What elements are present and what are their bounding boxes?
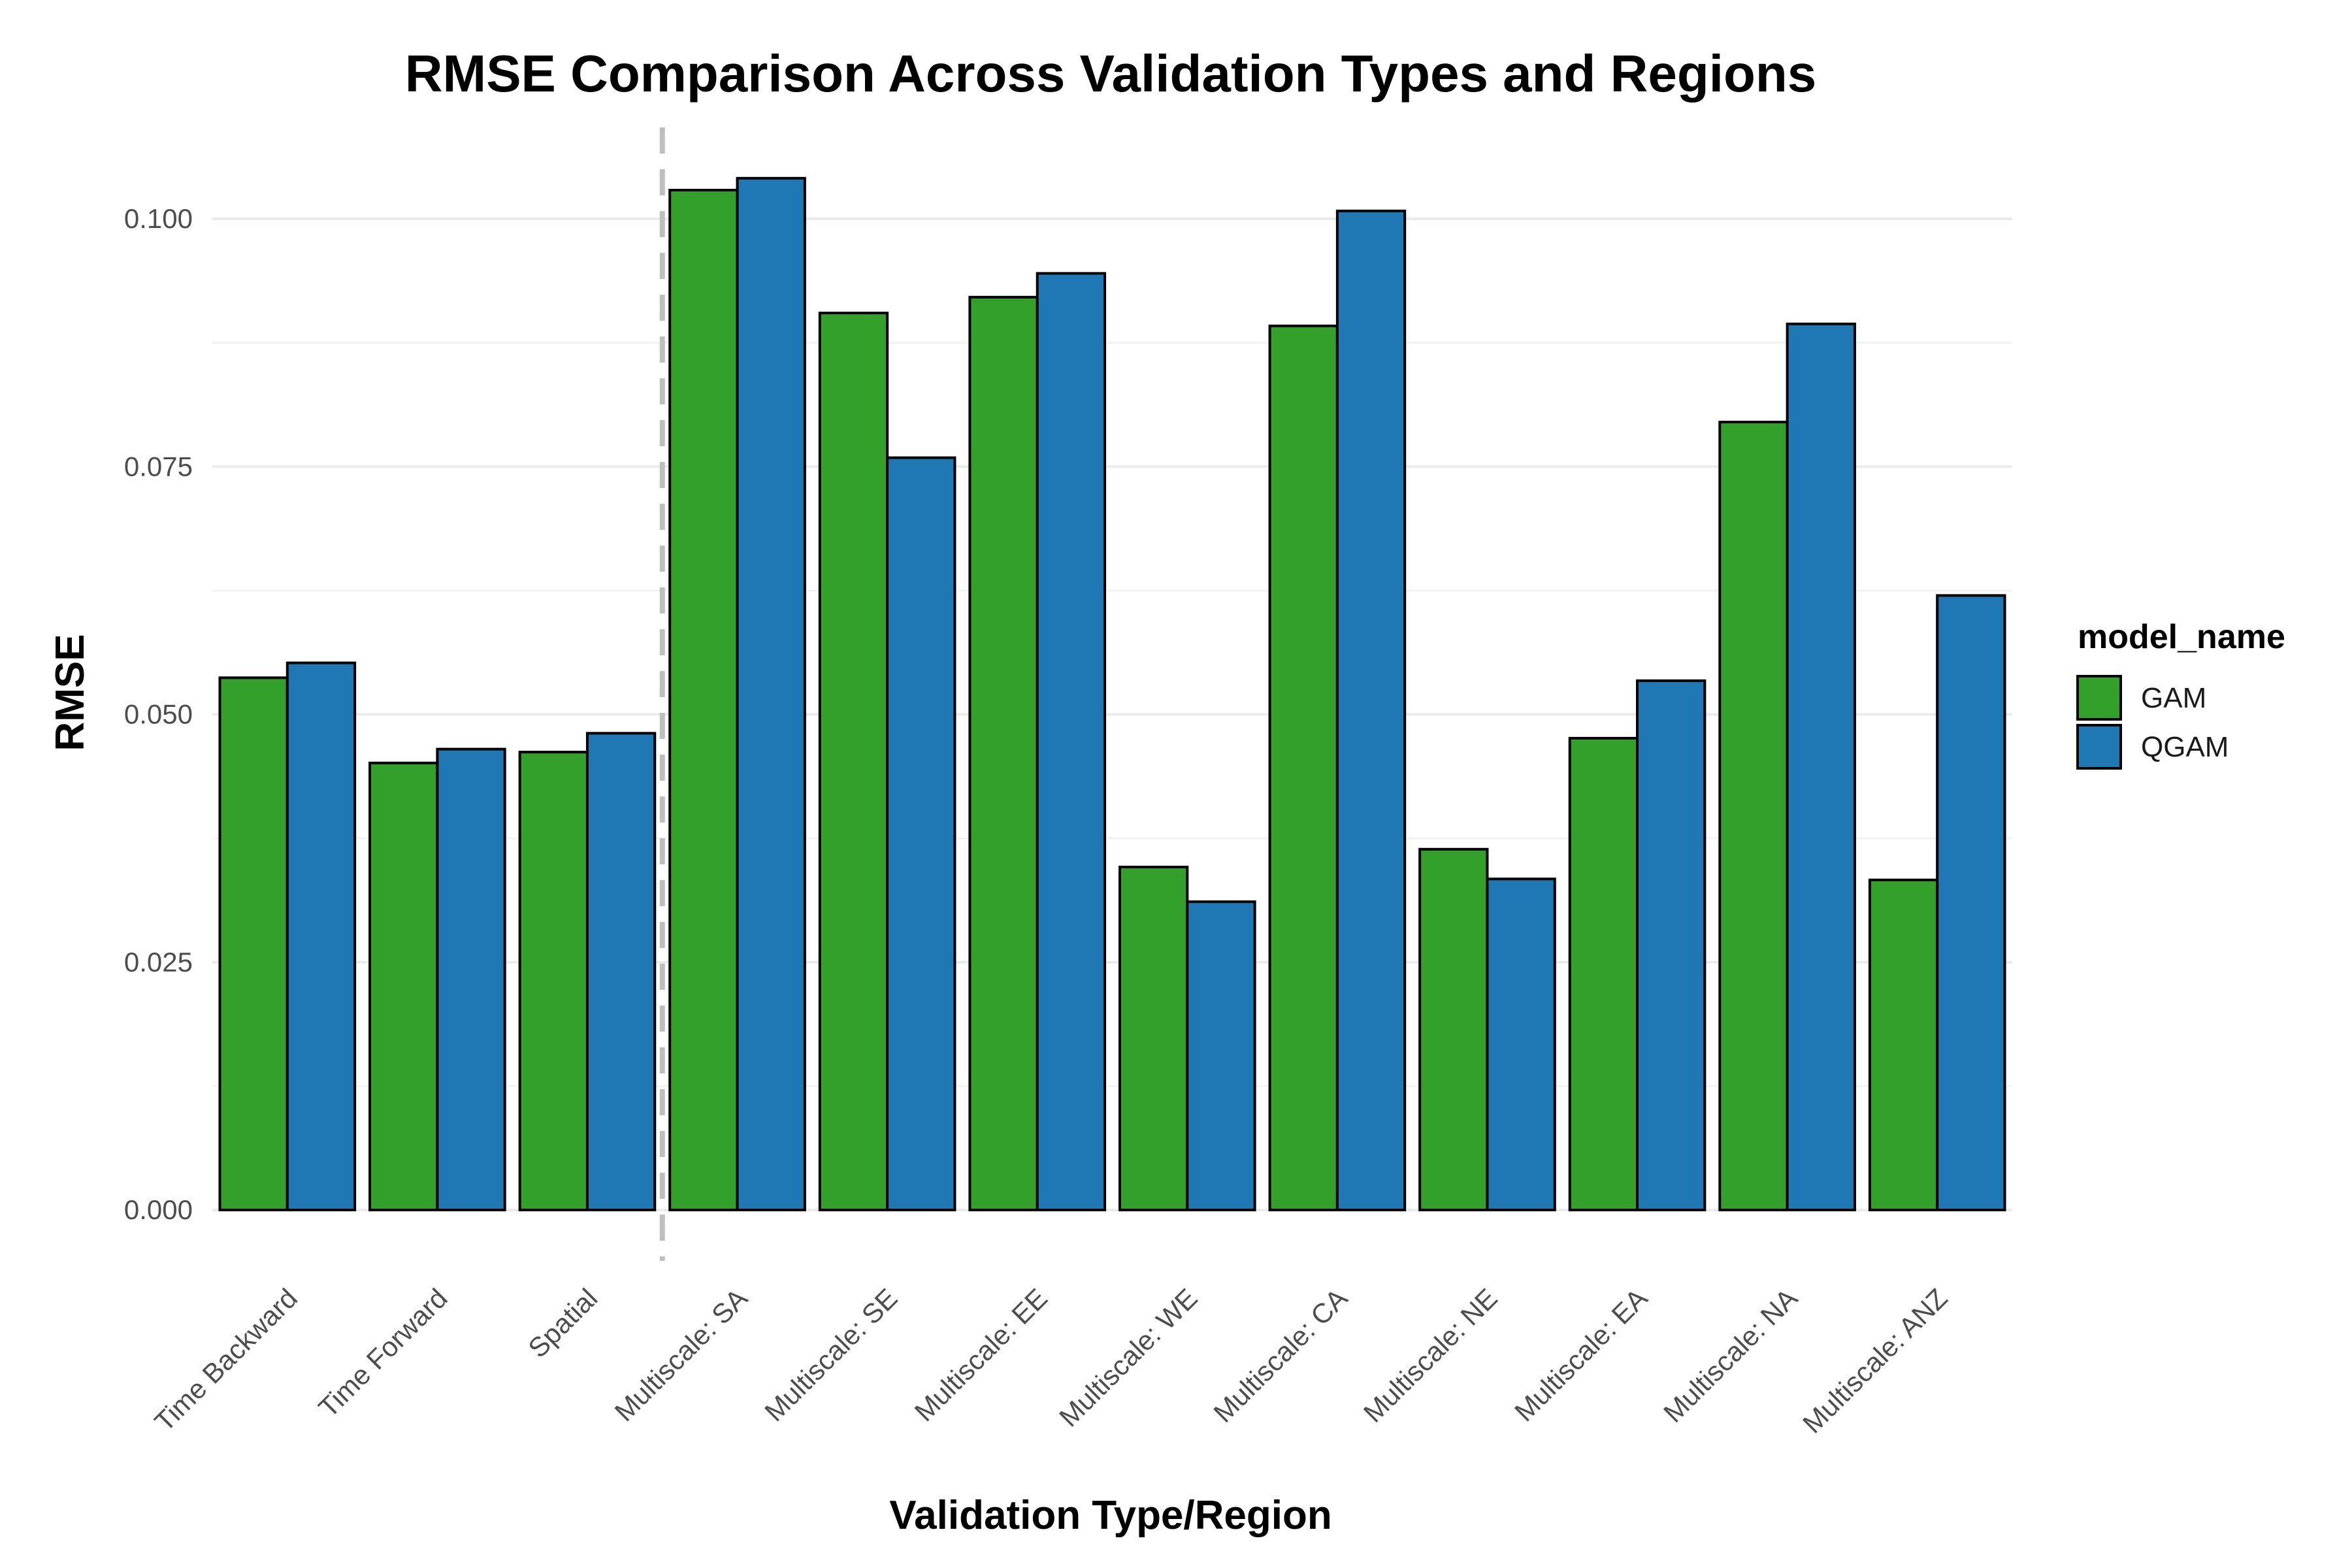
bar-gam [1718,420,1789,1211]
bar-gam [218,676,289,1211]
legend-label: GAM [2141,682,2206,714]
legend-items: GAM QGAM [2076,675,2229,770]
bar-qgam [1636,679,1707,1211]
bar-gam [518,751,589,1211]
bar-qgam [736,176,806,1212]
chart-title: RMSE Comparison Across Validation Types … [405,44,1816,103]
x-tick-label: Multiscale: WE [1053,1282,1203,1433]
bar-gam [1118,866,1189,1212]
bar-qgam [1786,322,1856,1211]
bar-gam [668,189,739,1212]
y-tick-label: 0.025 [124,947,193,977]
x-tick-labels: Time Backward Time Forward Spatial Multisca… [148,1282,1953,1439]
x-tick-label: Multiscale: CA [1207,1282,1353,1428]
legend-key-qgam [2076,724,2122,770]
bar-gam [1268,324,1339,1211]
bar-qgam [886,456,956,1211]
x-tick-label: Multiscale: NE [1358,1282,1503,1428]
legend-key-gam [2076,675,2122,721]
x-tick-label: Multiscale: NA [1658,1282,1803,1428]
bar-gam [968,295,1039,1211]
y-tick-label: 0.000 [124,1194,193,1225]
legend-title: model_name [2078,618,2285,656]
x-tick-label: Multiscale: SA [609,1282,753,1427]
bar-gam [1418,847,1489,1211]
y-tick-label: 0.100 [124,203,193,234]
bar-gam [818,312,889,1211]
bar-qgam [436,747,506,1211]
legend-label: QGAM [2141,731,2229,763]
x-tick-label: Multiscale: SE [759,1282,903,1427]
bar-gam [368,761,439,1211]
bar-qgam [1186,900,1256,1211]
grid-lines [212,218,2012,1211]
bar-gam [1568,736,1639,1211]
x-tick-label: Time Backward [148,1282,303,1437]
bar-qgam [1335,209,1407,1211]
bar-qgam [1486,877,1556,1212]
x-tick-label: Multiscale: EE [909,1282,1053,1427]
legend: model_name GAM QGAM [2076,618,2285,770]
y-axis-title: RMSE [48,634,93,751]
y-tick-label: 0.075 [124,451,193,482]
x-tick-label: Multiscale: EA [1509,1282,1653,1427]
x-tick-label: Time Forward [312,1282,453,1423]
y-tick-label: 0.050 [124,699,193,730]
x-tick-label: Multiscale: ANZ [1797,1282,1953,1439]
x-axis-title: Validation Type/Region [889,1493,1332,1538]
y-tick-labels: 0.000 0.025 0.050 0.075 0.100 [124,203,193,1225]
bar-gam [1868,878,1939,1211]
bars [218,176,2006,1212]
bar-qgam [1036,272,1107,1211]
bar-qgam [286,661,357,1211]
x-tick-label: Spatial [522,1282,603,1364]
bar-qgam [1936,594,2006,1211]
bar-qgam [585,732,657,1211]
